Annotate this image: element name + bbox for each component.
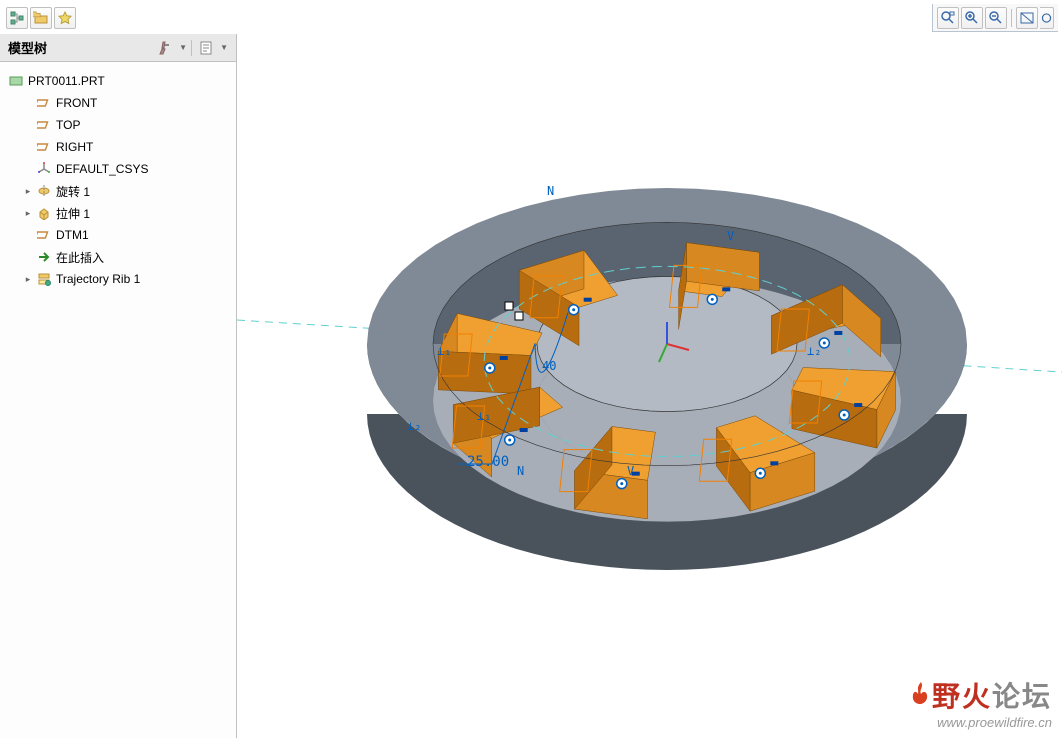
annotation-label: N: [517, 464, 524, 478]
expander-icon[interactable]: ▸: [22, 185, 34, 197]
annotation-label: 40: [542, 359, 556, 373]
model-tree-panel: 模型树 ▼ ▼ PRT0011.PRT FRONT TOP RIGHT DEFAULT…: [0, 34, 237, 738]
refit-button[interactable]: [1016, 7, 1038, 29]
revolve-icon: [36, 183, 52, 199]
extrude-icon: [36, 205, 52, 221]
expander-icon: [22, 229, 34, 241]
panel-header: 模型树 ▼ ▼: [0, 34, 236, 62]
tree-item[interactable]: ▸ 旋转 1: [4, 180, 232, 202]
zoom-out-button[interactable]: [985, 7, 1007, 29]
tree-tools-button[interactable]: [155, 38, 175, 58]
panel-tools: ▼ ▼: [155, 38, 228, 58]
tab-favorites[interactable]: [54, 7, 76, 29]
tree-item[interactable]: FRONT: [4, 92, 232, 114]
tree-root-label: PRT0011.PRT: [28, 74, 105, 88]
tree-item[interactable]: 在此插入: [4, 246, 232, 268]
view-toolbar: [932, 4, 1058, 32]
tree-item[interactable]: ▸ 拉伸 1: [4, 202, 232, 224]
expander-icon: [22, 251, 34, 263]
expander-icon[interactable]: ▸: [22, 273, 34, 285]
rib-icon: [36, 271, 52, 287]
annotation-label: ⊥₂: [807, 344, 821, 358]
tree-item[interactable]: DTM1: [4, 224, 232, 246]
tree-root[interactable]: PRT0011.PRT: [4, 70, 232, 92]
csys-icon: [36, 161, 52, 177]
tree-item-label: DTM1: [56, 228, 89, 242]
panel-title: 模型树: [8, 38, 155, 57]
model-rendering: [237, 34, 1062, 738]
tree-item-label: RIGHT: [56, 140, 93, 154]
annotation-label: ⊥₂: [407, 419, 421, 433]
dropdown-icon[interactable]: ▼: [220, 43, 228, 52]
tree-filter-button[interactable]: [196, 38, 216, 58]
expander-icon: [22, 97, 34, 109]
tree-item[interactable]: ▸ Trajectory Rib 1: [4, 268, 232, 290]
insert-icon: [36, 249, 52, 265]
watermark-title: 野火论坛: [910, 675, 1052, 715]
tab-model-tree[interactable]: [6, 7, 28, 29]
zoom-in-button[interactable]: [961, 7, 983, 29]
expander-icon[interactable]: ▸: [22, 207, 34, 219]
tree-item-label: TOP: [56, 118, 80, 132]
expander-icon: [22, 119, 34, 131]
graphics-viewport[interactable]: 25.00 ⊥₁ N V ⊥₂ ⊥₁ ⊥₂ N V 40 野火论坛 www.proewildfi…: [237, 34, 1062, 738]
annotation-label: ⊥₁: [477, 409, 491, 423]
tree-item[interactable]: DEFAULT_CSYS: [4, 158, 232, 180]
part-icon: [8, 73, 24, 89]
repaint-button[interactable]: [1040, 7, 1054, 29]
plane-icon: [36, 139, 52, 155]
watermark-url: www.proewildfire.cn: [910, 715, 1052, 730]
navigator-tabs: [6, 4, 76, 32]
zoom-window-button[interactable]: [937, 7, 959, 29]
watermark: 野火论坛 www.proewildfire.cn: [910, 675, 1052, 730]
tree-item-label: 在此插入: [56, 249, 104, 266]
expander-icon: [22, 163, 34, 175]
plane-icon: [36, 95, 52, 111]
expander-icon: [22, 141, 34, 153]
plane-icon: [36, 227, 52, 243]
tab-folder-browser[interactable]: [30, 7, 52, 29]
tree-item[interactable]: TOP: [4, 114, 232, 136]
dropdown-icon[interactable]: ▼: [179, 43, 187, 52]
dimension-label[interactable]: 25.00: [467, 454, 509, 470]
annotation-label: ⊥₁: [437, 344, 451, 358]
model-tree: PRT0011.PRT FRONT TOP RIGHT DEFAULT_CSYS ▸ 旋转…: [0, 62, 236, 298]
tree-item[interactable]: RIGHT: [4, 136, 232, 158]
annotation-label: V: [627, 464, 634, 478]
tree-item-label: 旋转 1: [56, 183, 90, 200]
tree-item-label: 拉伸 1: [56, 205, 90, 222]
plane-icon: [36, 117, 52, 133]
tree-item-label: FRONT: [56, 96, 97, 110]
annotation-label: N: [547, 184, 554, 198]
separator: [191, 40, 192, 56]
tree-item-label: Trajectory Rib 1: [56, 272, 140, 286]
toolbar-separator: [1011, 9, 1012, 27]
annotation-label: V: [727, 229, 734, 243]
tree-item-label: DEFAULT_CSYS: [56, 162, 148, 176]
